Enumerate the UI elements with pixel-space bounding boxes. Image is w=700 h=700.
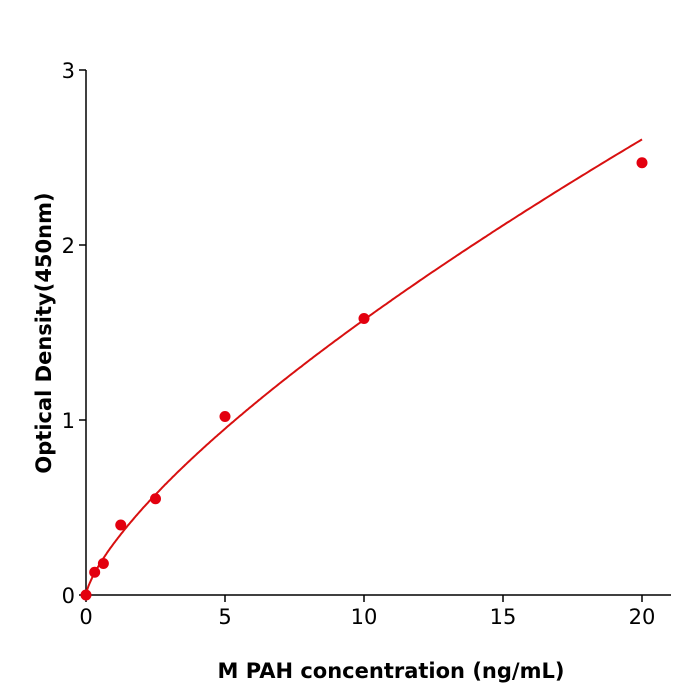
data-point (97, 558, 109, 569)
x-tick-label: 5 (218, 605, 231, 629)
y-tick-label: 3 (62, 59, 75, 83)
y-tick-label: 0 (62, 584, 75, 608)
data-point (150, 493, 161, 505)
x-tick-label: 20 (629, 605, 656, 629)
y-tick-label: 2 (62, 234, 75, 258)
x-tick-label: 15 (490, 605, 517, 629)
data-point (80, 589, 92, 601)
data-point (636, 157, 648, 169)
x-tick-label: 0 (79, 605, 92, 629)
x-tick-label: 10 (351, 605, 378, 629)
data-point (115, 519, 127, 531)
y-axis-label: Optical Density(450nm) (32, 192, 56, 473)
axes (85, 70, 671, 596)
data-point (358, 313, 370, 324)
fit-curve (85, 138, 643, 596)
y-tick-label: 1 (62, 409, 75, 433)
x-axis-label: M PAH concentration (ng/mL) (218, 659, 565, 683)
data-point (89, 566, 101, 578)
data-point (219, 411, 231, 422)
